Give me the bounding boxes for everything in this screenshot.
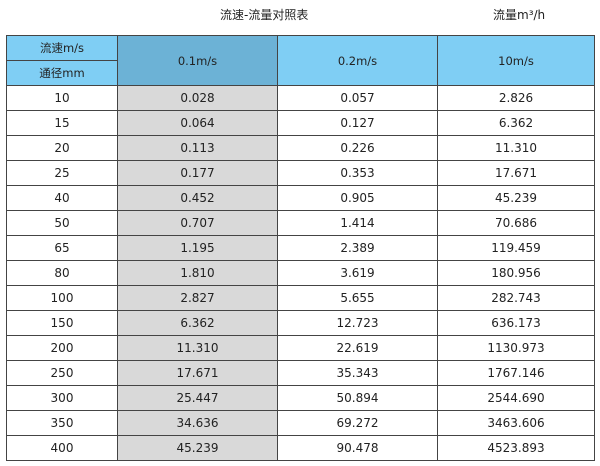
flow-cell: 0.127 xyxy=(277,110,438,136)
diameter-cell: 150 xyxy=(6,310,118,336)
diameter-cell: 200 xyxy=(6,335,118,361)
flow-cell: 2544.690 xyxy=(437,385,595,411)
flow-cell: 1.195 xyxy=(117,235,278,261)
flow-cell: 6.362 xyxy=(117,310,278,336)
table-row: 200 11.310 22.619 1130.973 xyxy=(6,335,595,361)
column-header: 0.1m/s xyxy=(117,35,278,86)
diameter-cell: 15 xyxy=(6,110,118,136)
header-row: 通径mm xyxy=(6,60,595,86)
table-row: 65 1.195 2.389 119.459 xyxy=(6,235,595,261)
flow-cell: 34.636 xyxy=(117,410,278,436)
flow-cell: 1130.973 xyxy=(437,335,595,361)
flow-cell: 4523.893 xyxy=(437,435,595,461)
table-row: 100 2.827 5.655 282.743 xyxy=(6,285,595,311)
table-row: 15 0.064 0.127 6.362 xyxy=(6,110,595,136)
flow-cell: 0.452 xyxy=(117,185,278,211)
flow-cell: 636.173 xyxy=(437,310,595,336)
table-row: 40 0.452 0.905 45.239 xyxy=(6,185,595,211)
flow-cell: 11.310 xyxy=(437,135,595,161)
diameter-cell: 20 xyxy=(6,135,118,161)
flow-cell: 17.671 xyxy=(117,360,278,386)
flow-cell: 0.353 xyxy=(277,160,438,186)
table-row: 25 0.177 0.353 17.671 xyxy=(6,160,595,186)
flow-cell: 25.447 xyxy=(117,385,278,411)
unit-label: 流量m³/h xyxy=(493,8,546,22)
flow-cell: 5.655 xyxy=(277,285,438,311)
flow-cell: 2.389 xyxy=(277,235,438,261)
flow-cell: 1.414 xyxy=(277,210,438,236)
flow-cell: 3.619 xyxy=(277,260,438,286)
diameter-header: 通径mm xyxy=(6,60,118,86)
flow-cell: 45.239 xyxy=(437,185,595,211)
flow-cell: 50.894 xyxy=(277,385,438,411)
flow-cell: 90.478 xyxy=(277,435,438,461)
flow-cell: 0.057 xyxy=(277,85,438,111)
flow-cell: 45.239 xyxy=(117,435,278,461)
flow-cell: 17.671 xyxy=(437,160,595,186)
diameter-cell: 65 xyxy=(6,235,118,261)
flow-cell: 22.619 xyxy=(277,335,438,361)
table-row: 20 0.113 0.226 11.310 xyxy=(6,135,595,161)
diameter-cell: 400 xyxy=(6,435,118,461)
flow-cell: 0.905 xyxy=(277,185,438,211)
table-row: 150 6.362 12.723 636.173 xyxy=(6,310,595,336)
header-row: 流速m/s 0.1m/s 0.2m/s 10m/s xyxy=(6,35,595,86)
flow-cell: 0.028 xyxy=(117,85,278,111)
diameter-cell: 300 xyxy=(6,385,118,411)
diameter-cell: 40 xyxy=(6,185,118,211)
table-row: 250 17.671 35.343 1767.146 xyxy=(6,360,595,386)
flow-cell: 0.113 xyxy=(117,135,278,161)
flow-cell: 180.956 xyxy=(437,260,595,286)
flow-cell: 11.310 xyxy=(117,335,278,361)
column-header: 0.2m/s xyxy=(277,35,438,86)
flow-cell: 1.810 xyxy=(117,260,278,286)
flow-cell: 0.226 xyxy=(277,135,438,161)
table-row: 10 0.028 0.057 2.826 xyxy=(6,85,595,111)
flow-table: 流速m/s 0.1m/s 0.2m/s 10m/s 通径mm 10 0.028 0.… xyxy=(6,35,595,461)
flow-cell: 0.707 xyxy=(117,210,278,236)
flow-cell: 0.064 xyxy=(117,110,278,136)
flow-cell: 3463.606 xyxy=(437,410,595,436)
diameter-cell: 80 xyxy=(6,260,118,286)
table-title: 流速-流量对照表 xyxy=(220,8,309,22)
flow-cell: 69.272 xyxy=(277,410,438,436)
diameter-cell: 50 xyxy=(6,210,118,236)
diameter-cell: 250 xyxy=(6,360,118,386)
flow-cell: 1767.146 xyxy=(437,360,595,386)
flow-cell: 282.743 xyxy=(437,285,595,311)
column-header: 10m/s xyxy=(437,35,595,86)
flow-cell: 70.686 xyxy=(437,210,595,236)
flow-cell: 2.827 xyxy=(117,285,278,311)
diameter-cell: 10 xyxy=(6,85,118,111)
table-row: 50 0.707 1.414 70.686 xyxy=(6,210,595,236)
flow-cell: 12.723 xyxy=(277,310,438,336)
table-row: 300 25.447 50.894 2544.690 xyxy=(6,385,595,411)
velocity-header: 流速m/s xyxy=(6,35,118,61)
flow-cell: 6.362 xyxy=(437,110,595,136)
diameter-cell: 25 xyxy=(6,160,118,186)
flow-cell: 2.826 xyxy=(437,85,595,111)
flow-cell: 119.459 xyxy=(437,235,595,261)
table-row: 350 34.636 69.272 3463.606 xyxy=(6,410,595,436)
flow-cell: 35.343 xyxy=(277,360,438,386)
diameter-cell: 100 xyxy=(6,285,118,311)
diameter-cell: 350 xyxy=(6,410,118,436)
flow-cell: 0.177 xyxy=(117,160,278,186)
table-row: 400 45.239 90.478 4523.893 xyxy=(6,435,595,461)
table-row: 80 1.810 3.619 180.956 xyxy=(6,260,595,286)
